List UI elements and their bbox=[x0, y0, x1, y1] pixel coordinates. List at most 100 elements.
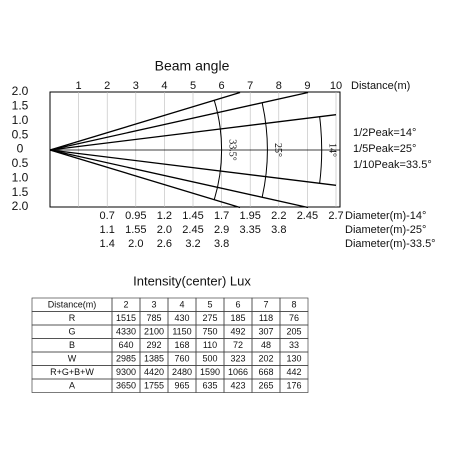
diameter-label: Diameter(m)-33.5° bbox=[345, 238, 436, 250]
diameter-value: 0.7 bbox=[100, 210, 115, 222]
beam-arc bbox=[319, 116, 323, 184]
diameter-value: 2.2 bbox=[271, 210, 286, 222]
diameter-value: 1.55 bbox=[125, 224, 146, 236]
diameter-value: 2.9 bbox=[214, 224, 229, 236]
cell-text: 118 bbox=[259, 313, 273, 323]
cell-text: 492 bbox=[230, 327, 245, 337]
cell-text: 5 bbox=[207, 300, 212, 310]
diameter-value: 1.7 bbox=[214, 210, 229, 222]
cell-text: A bbox=[69, 381, 75, 391]
diameter-value: 3.2 bbox=[185, 238, 200, 250]
diameter-value: 1.1 bbox=[100, 224, 115, 236]
cell-text: 33 bbox=[289, 340, 299, 350]
x-label: 9 bbox=[304, 80, 310, 92]
cell-text: B bbox=[69, 340, 75, 350]
beam-edge bbox=[49, 149, 337, 186]
cell-text: 500 bbox=[202, 354, 217, 364]
cell-text: 4420 bbox=[144, 367, 164, 377]
x-axis-label: Distance(m) bbox=[351, 80, 410, 92]
cell-text: 1385 bbox=[144, 354, 164, 364]
cell-text: 76 bbox=[289, 313, 299, 323]
diameter-value: 2.45 bbox=[297, 210, 318, 222]
beam-edge bbox=[49, 149, 241, 209]
cell-text: W bbox=[68, 354, 77, 364]
cell-text: 3 bbox=[151, 300, 156, 310]
cell-text: 4 bbox=[179, 300, 184, 310]
plot-frame bbox=[49, 91, 341, 208]
y-label: 0 bbox=[17, 142, 24, 156]
cell-text: 760 bbox=[174, 354, 189, 364]
y-label: 0.5 bbox=[12, 156, 29, 170]
diameter-value: 1.95 bbox=[239, 210, 260, 222]
diameter-value: 2.0 bbox=[128, 238, 143, 250]
y-label: 2.0 bbox=[12, 84, 29, 98]
cell-text: 640 bbox=[118, 340, 133, 350]
cell-text: 750 bbox=[202, 327, 217, 337]
diameter-value: 1.2 bbox=[157, 210, 172, 222]
cell-text: G bbox=[68, 327, 75, 337]
cell-text: 785 bbox=[146, 313, 161, 323]
cell-text: R bbox=[69, 313, 76, 323]
cell-text: 2985 bbox=[116, 354, 136, 364]
cell-text: 635 bbox=[202, 381, 217, 391]
cell-text: 442 bbox=[286, 367, 301, 377]
beam-edge bbox=[49, 91, 309, 151]
cell-text: 1515 bbox=[116, 313, 136, 323]
diameter-label: Diameter(m)-14° bbox=[345, 210, 426, 222]
cell-text: R+G+B+W bbox=[50, 367, 94, 377]
legend-item: 1/10Peak=33.5° bbox=[353, 159, 432, 171]
diameter-value: 1.4 bbox=[100, 238, 115, 250]
cell-text: 668 bbox=[258, 367, 273, 377]
cell-text: 7 bbox=[263, 300, 268, 310]
cell-text: 323 bbox=[230, 354, 245, 364]
y-label: 0.5 bbox=[12, 127, 29, 141]
cell-text: 4330 bbox=[116, 327, 136, 337]
cell-text: Distance(m) bbox=[48, 300, 97, 310]
beam-label: 25° bbox=[272, 143, 283, 157]
y-label: 1.5 bbox=[12, 185, 29, 199]
beam-arc bbox=[261, 102, 268, 198]
cell-text: 307 bbox=[258, 327, 273, 337]
diameter-value: 3.8 bbox=[214, 238, 229, 250]
cell-text: 176 bbox=[286, 381, 301, 391]
cell-text: 1066 bbox=[228, 367, 248, 377]
diameter-value: 2.7 bbox=[328, 210, 343, 222]
cell-text: 2 bbox=[123, 300, 128, 310]
beam-edge bbox=[49, 91, 241, 151]
x-label: 1 bbox=[76, 80, 82, 92]
x-label: 7 bbox=[247, 80, 253, 92]
beam-edge bbox=[49, 114, 337, 151]
cell-text: 48 bbox=[261, 340, 271, 350]
cell-text: 8 bbox=[291, 300, 296, 310]
y-label: 1.0 bbox=[12, 170, 29, 184]
y-label: 2.0 bbox=[12, 199, 29, 213]
y-label: 1.0 bbox=[12, 113, 29, 127]
diameter-value: 2.0 bbox=[157, 224, 172, 236]
cell-text: 9300 bbox=[116, 367, 136, 377]
cell-text: 202 bbox=[258, 354, 273, 364]
x-label: 8 bbox=[276, 80, 282, 92]
x-label: 6 bbox=[219, 80, 225, 92]
table-title: Intensity(center) Lux bbox=[133, 273, 251, 288]
legend-item: 1/5Peak=25° bbox=[353, 143, 416, 155]
legend-item: 1/2Peak=14° bbox=[353, 127, 416, 139]
diagram-title: Beam angle bbox=[155, 58, 230, 74]
x-label: 3 bbox=[133, 80, 139, 92]
cell-text: 430 bbox=[174, 313, 189, 323]
x-label: 4 bbox=[161, 80, 167, 92]
cell-text: 1150 bbox=[172, 327, 191, 337]
cell-text: 2100 bbox=[144, 327, 164, 337]
beam-label: 33.5° bbox=[226, 139, 237, 161]
diameter-value: 3.35 bbox=[239, 224, 260, 236]
diameter-value: 2.6 bbox=[157, 238, 172, 250]
cell-text: 3650 bbox=[116, 381, 136, 391]
beam-arc bbox=[213, 100, 223, 200]
cell-text: 1590 bbox=[200, 367, 220, 377]
x-label: 5 bbox=[190, 80, 196, 92]
cell-text: 292 bbox=[146, 340, 161, 350]
cell-text: 110 bbox=[203, 340, 217, 350]
cell-text: 965 bbox=[174, 381, 189, 391]
beam-edge bbox=[49, 149, 309, 209]
cell-text: 185 bbox=[230, 313, 245, 323]
